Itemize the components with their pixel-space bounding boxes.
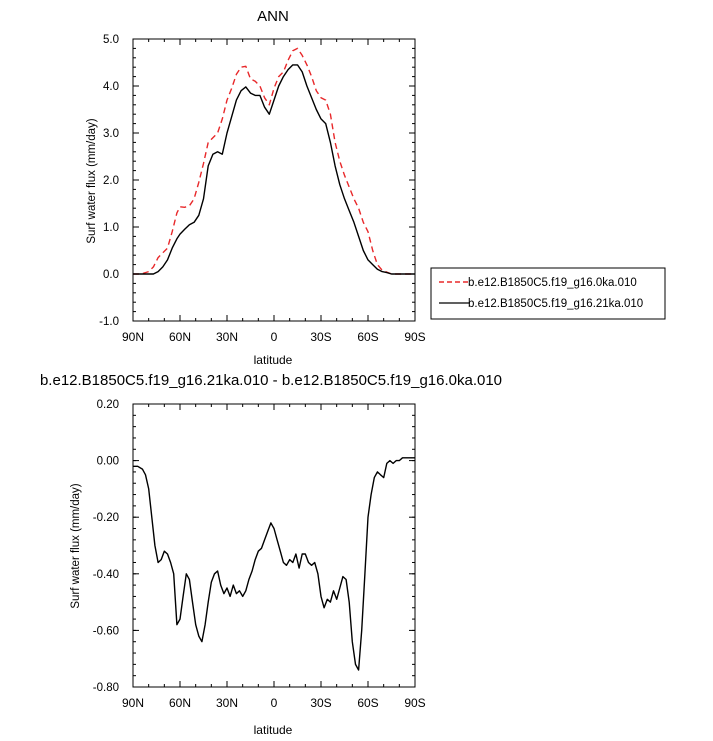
bottom-y-tick-label: 0.00 <box>97 456 119 468</box>
top-chart-series-group <box>133 47 415 275</box>
bottom-x-tick-label: 60N <box>169 696 191 710</box>
top-y-tick-label: 0.0 <box>103 269 119 281</box>
bottom-x-tick-label: 90N <box>122 696 144 710</box>
bottom-chart-plot-frame <box>132 403 416 688</box>
top-series-line-0ka <box>133 47 415 275</box>
legend-box <box>430 267 666 320</box>
top-chart-y-axis-label: Surf water flux (mm/day) <box>86 118 98 243</box>
bottom-y-tick-label: -0.20 <box>93 512 119 524</box>
bottom-chart-title: b.e12.B1850C5.f19_g16.21ka.010 - b.e12.B… <box>40 372 502 389</box>
top-x-tick-label: 30S <box>310 330 331 344</box>
bottom-chart-x-axis-label: latitude <box>254 723 293 737</box>
bottom-y-tick-label: 0.20 <box>97 399 119 411</box>
bottom-y-tick-label: -0.40 <box>93 569 119 581</box>
bottom-chart: b.e12.B1850C5.f19_g16.21ka.010 - b.e12.B… <box>40 372 502 737</box>
legend-label-0ka: b.e12.B1850C5.f19_g16.0ka.010 <box>468 277 637 289</box>
legend-label-21ka: b.e12.B1850C5.f19_g16.21ka.010 <box>468 298 643 310</box>
top-series-line-21ka <box>133 64 415 275</box>
top-chart-x-axis-label: latitude <box>254 353 293 367</box>
bottom-series-line-difference <box>133 457 415 671</box>
top-x-tick-label: 90N <box>122 330 144 344</box>
bottom-chart-series-group <box>133 457 415 671</box>
top-x-tick-label: 30N <box>216 330 238 344</box>
top-y-tick-label: 3.0 <box>103 128 119 140</box>
top-x-tick-label: 0 <box>271 330 278 344</box>
bottom-x-tick-label: 90S <box>404 696 425 710</box>
top-chart-title: ANN <box>257 8 289 25</box>
top-chart-plot-frame <box>132 38 416 322</box>
top-chart-ticks: 90N 60N 30N 0 30S 60S 90S -1.0 0.0 1.0 2.0 3.0 4.0 5.… <box>99 34 426 344</box>
bottom-x-tick-label: 60S <box>357 696 378 710</box>
top-y-tick-label: 5.0 <box>103 34 119 46</box>
bottom-y-tick-label: -0.60 <box>93 625 119 637</box>
bottom-x-tick-label: 0 <box>271 696 278 710</box>
top-chart: ANN Surf water flux (mm/day) latitude 90… <box>86 8 666 367</box>
bottom-x-tick-label: 30N <box>216 696 238 710</box>
bottom-chart-y-axis-label: Surf water flux (mm/day) <box>70 483 82 608</box>
bottom-x-tick-label: 30S <box>310 696 331 710</box>
top-x-tick-label: 60S <box>357 330 378 344</box>
legend: b.e12.B1850C5.f19_g16.0ka.010 b.e12.B185… <box>430 267 666 320</box>
bottom-y-tick-label: -0.80 <box>93 682 119 694</box>
top-x-tick-label: 60N <box>169 330 191 344</box>
top-y-tick-label: 4.0 <box>103 81 119 93</box>
top-y-tick-label: 2.0 <box>103 175 119 187</box>
top-y-tick-label: 1.0 <box>103 222 119 234</box>
top-x-tick-label: 90S <box>404 330 425 344</box>
bottom-chart-ticks: 90N 60N 30N 0 30S 60S 90S -0.80 -0.60 -0.40 -0.20 0… <box>93 399 426 710</box>
top-y-tick-label: -1.0 <box>99 316 119 328</box>
